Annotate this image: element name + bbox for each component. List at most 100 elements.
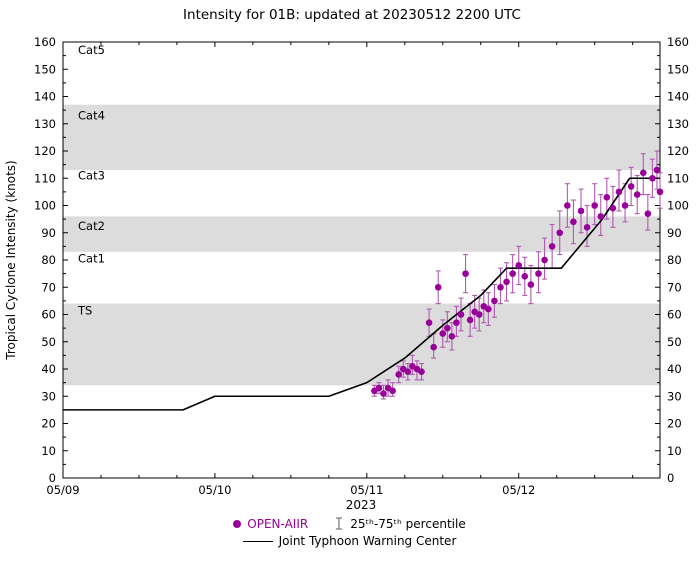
open-aiir-point bbox=[609, 204, 617, 212]
y-tick-label-left: 70 bbox=[41, 280, 56, 294]
y-tick-label-right: 60 bbox=[667, 308, 682, 322]
legend-item-jtwc: Joint Typhoon Warning Center bbox=[242, 534, 457, 548]
x-tick-label: 05/12 bbox=[502, 483, 535, 497]
open-aiir-point bbox=[389, 387, 396, 395]
band-ts bbox=[63, 303, 660, 386]
open-aiir-point bbox=[564, 202, 571, 209]
category-label-ts: TS bbox=[77, 303, 92, 317]
y-tick-label-left: 100 bbox=[34, 199, 56, 213]
legend-item-percentile: 25ᵗʰ-75ᵗʰ percentile bbox=[334, 516, 466, 531]
open-aiir-point bbox=[556, 229, 564, 237]
open-aiir-point bbox=[457, 311, 465, 318]
open-aiir-point bbox=[644, 210, 652, 217]
y-tick-label-right: 90 bbox=[667, 226, 682, 240]
y-tick-label-left: 60 bbox=[41, 308, 56, 322]
open-aiir-point bbox=[497, 283, 504, 291]
y-tick-label-left: 120 bbox=[34, 144, 56, 158]
open-aiir-point bbox=[509, 270, 516, 277]
open-aiir-point bbox=[633, 191, 641, 198]
open-aiir-point bbox=[591, 202, 598, 209]
open-aiir-point bbox=[430, 343, 437, 351]
y-tick-label-left: 90 bbox=[41, 226, 56, 240]
y-tick-label-left: 50 bbox=[41, 335, 56, 349]
open-aiir-point bbox=[615, 188, 623, 196]
percentile-errorbar-icon bbox=[336, 517, 343, 530]
y-tick-label-left: 30 bbox=[41, 389, 56, 403]
open-aiir-point bbox=[515, 262, 523, 269]
open-aiir-point bbox=[453, 319, 460, 326]
open-aiir-dot-icon bbox=[233, 519, 242, 528]
open-aiir-point bbox=[439, 330, 447, 337]
jtwc-line-icon bbox=[242, 540, 273, 542]
open-aiir-point bbox=[548, 243, 556, 250]
category-label-cat2: Cat2 bbox=[78, 219, 105, 233]
open-aiir-point bbox=[521, 273, 529, 280]
y-tick-label-left: 40 bbox=[41, 362, 56, 376]
y-tick-label-right: 10 bbox=[667, 444, 682, 458]
open-aiir-point bbox=[395, 371, 403, 378]
open-aiir-point bbox=[577, 207, 585, 215]
legend-row-2: Joint Typhoon Warning Center bbox=[242, 534, 457, 548]
category-label-cat4: Cat4 bbox=[78, 109, 105, 123]
intensity-chart: 0 0 10 10 20 20 30 30 40 40 50 50 60 60 70 70 80 80 90 90 10… bbox=[4, 7, 689, 512]
y-tick-label-right: 50 bbox=[667, 335, 682, 349]
legend-open-aiir-label: OPEN-AIIR bbox=[247, 516, 309, 531]
open-aiir-point bbox=[404, 368, 412, 376]
open-aiir-point bbox=[434, 283, 442, 291]
open-aiir-point bbox=[627, 183, 635, 190]
chart-title: Intensity for 01B: updated at 20230512 2… bbox=[183, 7, 521, 23]
x-tick-label: 05/09 bbox=[46, 483, 79, 497]
open-aiir-point bbox=[527, 281, 535, 288]
category-label-cat1: Cat1 bbox=[78, 252, 105, 266]
y-tick-label-left: 20 bbox=[41, 417, 56, 431]
y-tick-label-right: 120 bbox=[667, 144, 689, 158]
y-tick-label-right: 150 bbox=[667, 62, 689, 76]
y-tick-label-right: 70 bbox=[667, 280, 682, 294]
band-cat4 bbox=[63, 104, 660, 171]
x-axis-label: 2023 bbox=[346, 498, 377, 512]
y-tick-label-right: 0 bbox=[667, 471, 674, 485]
open-aiir-point bbox=[541, 256, 548, 264]
open-aiir-point bbox=[621, 202, 629, 209]
y-tick-label-right: 30 bbox=[667, 389, 682, 403]
legend-percentile-label: 25ᵗʰ-75ᵗʰ percentile bbox=[350, 516, 466, 531]
y-tick-label-left: 10 bbox=[41, 444, 56, 458]
category-label-cat5: Cat5 bbox=[78, 43, 105, 57]
open-aiir-point bbox=[375, 384, 383, 392]
open-aiir-point bbox=[603, 194, 611, 201]
open-aiir-point bbox=[380, 390, 387, 397]
y-tick-label-right: 160 bbox=[667, 35, 689, 49]
y-tick-label-right: 40 bbox=[667, 362, 682, 376]
y-tick-label-left: 110 bbox=[34, 171, 56, 185]
open-aiir-point bbox=[503, 278, 510, 286]
open-aiir-point bbox=[570, 218, 577, 226]
y-tick-label-right: 20 bbox=[667, 417, 682, 431]
open-aiir-point bbox=[485, 305, 492, 313]
open-aiir-point bbox=[597, 213, 605, 220]
y-tick-label-left: 140 bbox=[34, 90, 56, 104]
open-aiir-point bbox=[649, 174, 656, 182]
y-tick-label-left: 160 bbox=[34, 35, 56, 49]
chart-marks: 0 0 10 10 20 20 30 30 40 40 50 50 60 60 70 70 80 80 90 90 10… bbox=[34, 35, 689, 497]
open-aiir-point bbox=[535, 270, 542, 277]
x-tick-label: 05/10 bbox=[198, 483, 231, 497]
y-tick-label-right: 140 bbox=[667, 90, 689, 104]
open-aiir-point bbox=[462, 270, 469, 277]
open-aiir-point bbox=[466, 316, 474, 324]
legend-jtwc-label: Joint Typhoon Warning Center bbox=[278, 534, 457, 548]
open-aiir-point bbox=[491, 297, 498, 305]
legend-item-open-aiir: OPEN-AIIR bbox=[233, 517, 308, 531]
open-aiir-point bbox=[639, 169, 647, 177]
open-aiir-point bbox=[448, 333, 456, 340]
legend: OPEN-AIIR 25ᵗʰ-75ᵗʰ percentile Joint Typ… bbox=[0, 516, 699, 548]
open-aiir-point bbox=[475, 311, 483, 318]
open-aiir-point bbox=[444, 324, 451, 332]
y-tick-label-left: 80 bbox=[41, 253, 56, 267]
category-label-cat3: Cat3 bbox=[78, 169, 105, 183]
open-aiir-point bbox=[425, 319, 433, 326]
open-aiir-point bbox=[583, 224, 591, 231]
y-axis-label: Tropical Cyclone Intensity (knots) bbox=[4, 160, 18, 360]
y-tick-label-right: 80 bbox=[667, 253, 682, 267]
open-aiir-point bbox=[656, 188, 664, 196]
x-tick-label: 05/11 bbox=[350, 483, 383, 497]
